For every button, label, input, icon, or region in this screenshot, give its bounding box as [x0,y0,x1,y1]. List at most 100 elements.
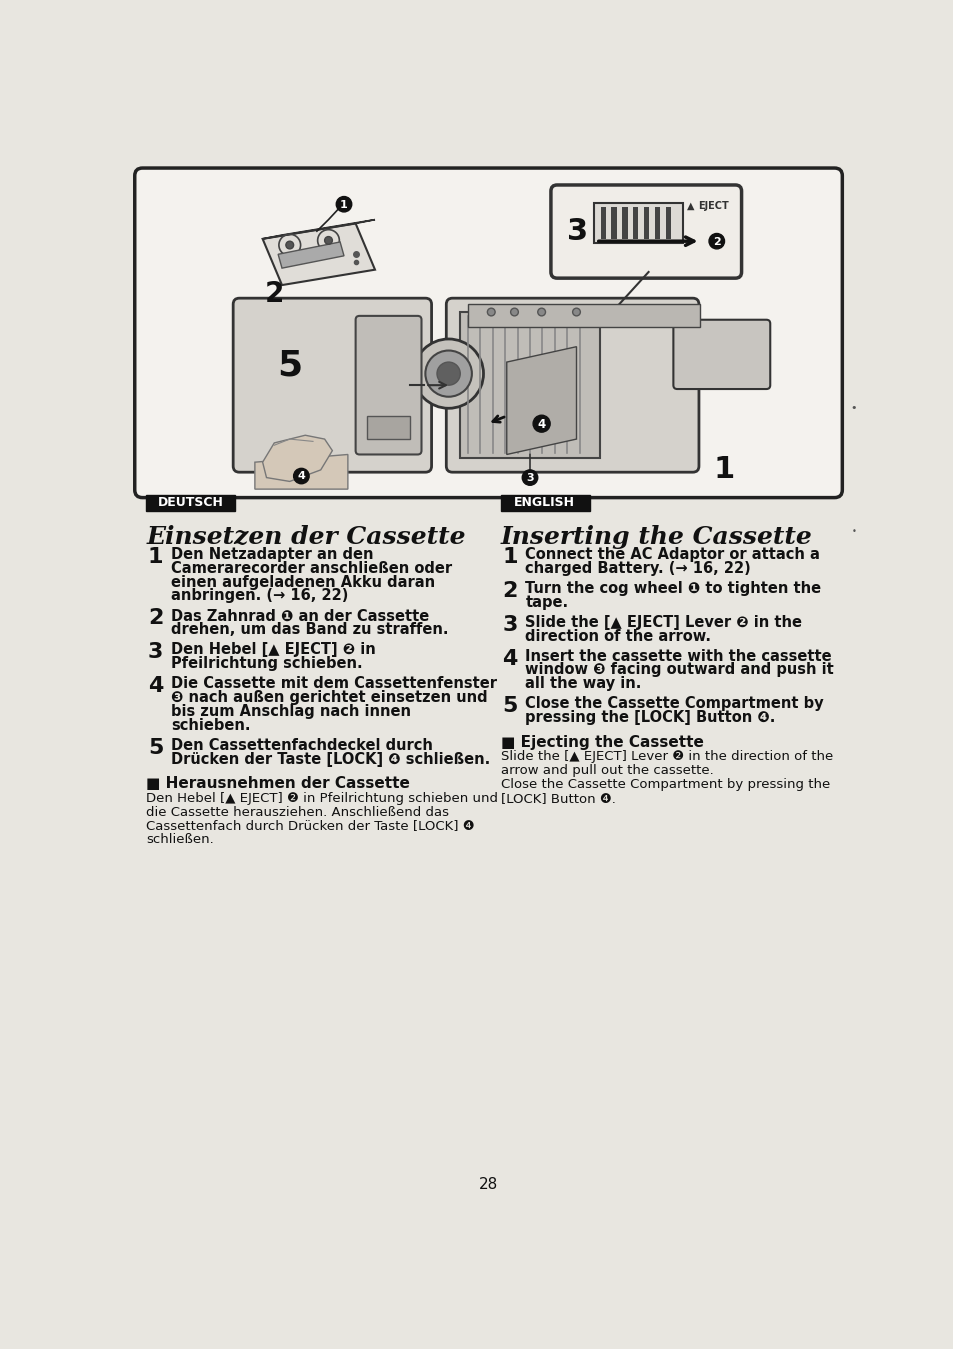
Bar [459,312,599,459]
Bar [146,495,235,511]
Text: window ❸ facing outward and push it: window ❸ facing outward and push it [525,662,833,677]
Text: 3: 3 [501,615,517,634]
Text: 2: 2 [712,236,720,247]
Text: ENGLISH: ENGLISH [514,496,575,510]
Text: 5: 5 [277,349,302,383]
Text: DEUTSCH: DEUTSCH [157,496,223,510]
Text: •: • [850,403,857,413]
Text: Close the Cassette Compartment by: Close the Cassette Compartment by [525,696,823,711]
Text: Den Netzadapter an den: Den Netzadapter an den [171,546,374,563]
Text: 4: 4 [148,676,163,696]
Polygon shape [262,220,375,239]
Circle shape [708,233,723,248]
FancyBboxPatch shape [355,316,421,455]
Text: arrow and pull out the cassette.: arrow and pull out the cassette. [500,764,713,777]
Text: 4: 4 [297,471,305,482]
Circle shape [425,351,472,397]
Text: ■ Ejecting the Cassette: ■ Ejecting the Cassette [500,735,702,750]
Text: Close the Cassette Compartment by pressing the: Close the Cassette Compartment by pressi… [500,778,829,791]
FancyBboxPatch shape [446,298,699,472]
Text: ▲: ▲ [686,201,694,210]
Circle shape [335,197,352,212]
Text: schließen.: schließen. [146,834,213,846]
Circle shape [537,308,545,316]
Text: Insert the cassette with the cassette: Insert the cassette with the cassette [525,649,831,664]
Text: 1: 1 [148,546,163,567]
Text: Einsetzen der Cassette: Einsetzen der Cassette [146,525,465,549]
Bar [665,206,670,239]
Text: all the way in.: all the way in. [525,676,641,691]
Polygon shape [262,436,332,482]
Text: 5: 5 [148,738,163,758]
Circle shape [414,339,483,409]
Text: drehen, um das Band zu straffen.: drehen, um das Band zu straffen. [171,622,448,637]
Text: 1: 1 [340,200,348,209]
Text: 1: 1 [501,546,517,567]
Bar [594,202,682,243]
Text: Pfeilrichtung schieben.: Pfeilrichtung schieben. [171,656,362,672]
Text: einen aufgeladenen Akku daran: einen aufgeladenen Akku daran [171,575,435,590]
Circle shape [487,308,495,316]
Text: [LOCK] Button ❹.: [LOCK] Button ❹. [500,792,615,805]
Text: tape.: tape. [525,595,568,610]
Polygon shape [278,241,344,268]
Circle shape [533,415,550,432]
Text: Drücken der Taste [LOCK] ❹ schließen.: Drücken der Taste [LOCK] ❹ schließen. [171,751,490,766]
Text: 2: 2 [148,608,163,629]
Bar [621,206,627,239]
Text: Turn the cog wheel ❶ to tighten the: Turn the cog wheel ❶ to tighten the [525,581,821,596]
Circle shape [521,469,537,486]
Bar [643,206,649,239]
Text: Slide the [▲ EJECT] Lever ❷ in the direction of the: Slide the [▲ EJECT] Lever ❷ in the direc… [500,750,832,764]
Bar [611,206,617,239]
Circle shape [324,236,332,244]
Text: •: • [851,527,856,536]
FancyBboxPatch shape [134,169,841,498]
Text: pressing the [LOCK] Button ❹.: pressing the [LOCK] Button ❹. [525,710,775,726]
Bar [367,415,410,438]
Text: 4: 4 [537,418,545,430]
Polygon shape [506,347,576,455]
Text: Cassettenfach durch Drücken der Taste [LOCK] ❹: Cassettenfach durch Drücken der Taste [L… [146,819,475,832]
Bar [500,495,589,511]
Text: anbringen. (→ 16, 22): anbringen. (→ 16, 22) [171,588,348,603]
FancyBboxPatch shape [550,185,740,278]
Text: 3: 3 [567,217,588,246]
Bar [633,206,638,239]
Text: Das Zahnrad ❶ an der Cassette: Das Zahnrad ❶ an der Cassette [171,608,429,623]
Bar [654,206,659,239]
Text: 3: 3 [526,473,534,483]
Text: 2: 2 [501,581,517,600]
Text: 4: 4 [501,649,517,669]
Circle shape [286,241,294,248]
Circle shape [294,468,309,484]
Text: 28: 28 [478,1176,498,1193]
Text: Connect the AC Adaptor or attach a: Connect the AC Adaptor or attach a [525,546,820,563]
FancyBboxPatch shape [233,298,431,472]
Text: die Cassette herausziehen. Anschließend das: die Cassette herausziehen. Anschließend … [146,805,449,819]
Text: 3: 3 [148,642,163,662]
Text: Slide the [▲ EJECT] Lever ❷ in the: Slide the [▲ EJECT] Lever ❷ in the [525,615,801,630]
Polygon shape [254,455,348,490]
Text: EJECT: EJECT [698,201,728,210]
Text: schieben.: schieben. [171,718,251,733]
Circle shape [436,362,459,386]
Text: 5: 5 [501,696,517,716]
Text: ❸ nach außen gerichtet einsetzen und: ❸ nach außen gerichtet einsetzen und [171,691,487,706]
Text: Den Hebel [▲ EJECT] ❷ in: Den Hebel [▲ EJECT] ❷ in [171,642,375,657]
Text: Den Cassettenfachdeckel durch: Den Cassettenfachdeckel durch [171,738,433,753]
Circle shape [572,308,579,316]
Text: Den Hebel [▲ EJECT] ❷ in Pfeilrichtung schieben und: Den Hebel [▲ EJECT] ❷ in Pfeilrichtung s… [146,792,497,805]
Bar [468,305,700,328]
FancyBboxPatch shape [673,320,769,389]
Text: Die Cassette mit dem Cassettenfenster: Die Cassette mit dem Cassettenfenster [171,676,497,691]
Text: Inserting the Cassette: Inserting the Cassette [500,525,811,549]
Polygon shape [262,224,375,285]
Text: Camerarecorder anschließen oder: Camerarecorder anschließen oder [171,561,452,576]
Bar [599,206,605,239]
Text: bis zum Anschlag nach innen: bis zum Anschlag nach innen [171,704,411,719]
Text: direction of the arrow.: direction of the arrow. [525,629,711,643]
Text: ■ Herausnehmen der Cassette: ■ Herausnehmen der Cassette [146,776,410,792]
Circle shape [510,308,517,316]
Text: 1: 1 [713,456,734,484]
